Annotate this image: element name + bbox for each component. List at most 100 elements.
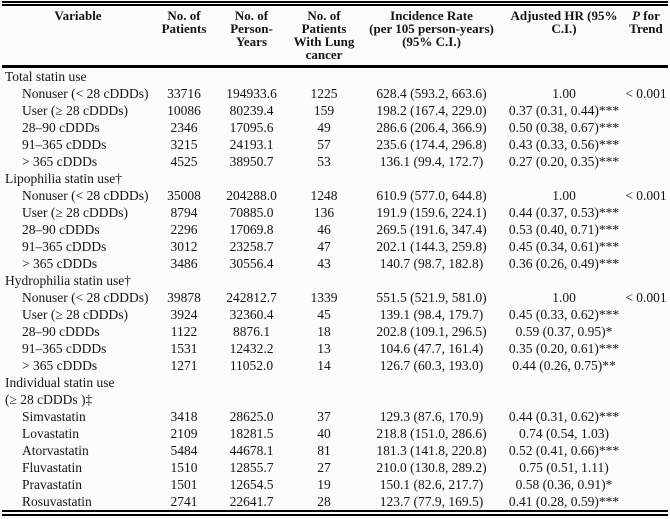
column-header-p-trend: P for Trend [624,3,668,68]
table-row: 28–90 cDDDs 2346 17095.6 49 286.6 (206.4, 36… [2,119,668,136]
column-header-line: Variable [54,8,102,23]
cell-patients: 1122 [170,324,198,339]
cell-variable: > 365 cDDDs [22,358,98,373]
cell-p-trend [624,340,668,357]
cell-lung-cancer: 45 [317,307,331,322]
cell-patients: 33716 [167,86,201,101]
cell-variable: Nonuser (< 28 cDDDs) [22,290,149,305]
column-header-lung-cancer: No. of Patients With Lung cancer [289,3,359,68]
header-row: Variable No. of Patients No. of Person- Years… [2,3,668,68]
cell-hr: 0.44 (0.31, 0.62)*** [508,409,620,424]
cell-variable: Nonuser (< 28 cDDDs) [22,188,149,203]
cell-patients: 3418 [170,409,198,424]
cell-variable: User (≥ 28 cDDDs) [22,205,129,220]
section-label-line: Total statin use [5,69,87,84]
cell-incidence: 202.8 (109.1, 296.5) [376,324,487,339]
cell-hr: 0.50 (0.38, 0.67)*** [508,120,620,135]
cell-lung-cancer: 14 [317,358,331,373]
cell-lung-cancer: 46 [317,222,331,237]
cell-lung-cancer: 18 [317,324,331,339]
column-header-line: No. of [234,8,269,23]
table-body: Total statin use Nonuser (< 28 cDDDs) 3371… [2,67,668,514]
cell-variable: > 365 cDDDs [22,154,98,169]
cell-person-years: 17069.8 [229,222,274,237]
table-row: Fluvastatin 1510 12855.7 27 210.0 (130.8, 28… [2,459,668,476]
table-row: > 365 cDDDs 4525 38950.7 53 136.1 (99.4, 172… [2,153,668,170]
cell-incidence: 628.4 (593.2, 663.6) [376,86,487,101]
cell-person-years: 12432.2 [229,341,274,356]
cell-incidence: 136.1 (99.4, 172.7) [379,154,484,169]
cell-person-years: 23258.7 [229,239,274,254]
cell-hr: 1.00 [552,86,576,101]
cell-patients: 35008 [167,188,201,203]
section-label: Total statin use [2,67,668,86]
cell-person-years: 28625.0 [229,409,274,424]
cell-patients: 2741 [170,494,198,509]
cell-lung-cancer: 37 [317,409,331,424]
column-header-line: No. of [307,8,341,23]
column-header-line: cancer [305,47,343,62]
cell-variable: 28–90 cDDDs [22,222,100,237]
cell-incidence: 104.6 (47.7, 161.4) [379,341,484,356]
table-row: 91–365 cDDDs 3012 23258.7 47 202.1 (144.3, 2… [2,238,668,255]
cell-incidence: 269.5 (191.6, 347.4) [376,222,487,237]
table-row: Lovastatin 2109 18281.5 40 218.8 (151.0, 286… [2,425,668,442]
table-row: Atorvastatin 5484 44678.1 81 181.3 (141.8, 2… [2,442,668,459]
cell-hr: 0.74 (0.54, 1.03) [519,426,609,441]
cell-hr: 0.59 (0.37, 0.95)* [515,324,613,339]
cell-patients: 1501 [170,477,198,492]
cell-p-trend [624,102,668,119]
column-header-patients: No. of Patients [154,3,214,68]
cell-patients: 1510 [170,460,198,475]
table-header: Variable No. of Patients No. of Person- Years… [2,3,668,68]
cell-variable: 28–90 cDDDs [22,324,100,339]
cell-lung-cancer: 43 [317,256,331,271]
cell-p-trend: < 0.001 [625,290,667,305]
cell-lung-cancer: 40 [317,426,331,441]
cell-lung-cancer: 1339 [310,290,338,305]
cell-variable: Lovastatin [22,426,79,441]
cell-hr: 0.36 (0.26, 0.49)*** [508,256,620,271]
cell-patients: 2346 [170,120,198,135]
cell-person-years: 38950.7 [229,154,274,169]
cell-person-years: 8876.1 [232,324,271,339]
cell-incidence: 551.5 (521.9, 581.0) [376,290,487,305]
cell-p-trend [624,255,668,272]
cell-incidence: 235.6 (174.4, 296.8) [376,137,487,152]
section-header-row: Hydrophilia statin use† [2,272,668,289]
cell-person-years: 30556.4 [229,256,274,271]
cell-person-years: 17095.6 [229,120,274,135]
cell-person-years: 32360.4 [229,307,274,322]
table-row: 91–365 cDDDs 3215 24193.1 57 235.6 (174.4, 2… [2,136,668,153]
cell-lung-cancer: 159 [313,103,335,118]
cell-variable: Pravastatin [22,477,82,492]
cell-incidence: 181.3 (141.8, 220.8) [376,443,487,458]
cell-person-years: 80239.4 [229,103,274,118]
cell-p-trend [624,459,668,476]
cell-lung-cancer: 49 [317,120,331,135]
cell-incidence: 610.9 (577.0, 644.8) [376,188,487,203]
cell-patients: 4525 [170,154,198,169]
cell-patients: 2296 [170,222,198,237]
cell-incidence: 139.1 (98.4, 179.7) [379,307,484,322]
cell-variable: Atorvastatin [22,443,89,458]
table-row: User (≥ 28 cDDDs) 8794 70885.0 136 191.9 (15… [2,204,668,221]
section-label-line: Hydrophilia statin use† [5,273,131,288]
column-header-hr: Adjusted HR (95% C.I.) [504,3,624,68]
column-header-line: (per 105 person-years) [369,21,494,36]
column-header-line: Person- [230,21,273,36]
cell-person-years: 194933.6 [226,86,277,101]
table-row: User (≥ 28 cDDDs) 10086 80239.4 159 198.2 (1… [2,102,668,119]
table-row: Rosuvastatin 2741 22641.7 28 123.7 (77.9, 16… [2,493,668,513]
table-row: Nonuser (< 28 cDDDs) 35008 204288.0 1248 610… [2,187,668,204]
cell-variable: Fluvastatin [22,460,82,475]
column-header-line: C.I.) [551,21,577,36]
cell-variable: Rosuvastatin [22,494,92,509]
section-label-line: Individual statin use [5,375,115,390]
cell-person-years: 24193.1 [229,137,274,152]
cell-person-years: 22641.7 [229,494,274,509]
cell-p-trend [624,323,668,340]
cell-incidence: 202.1 (144.3, 259.8) [376,239,487,254]
cell-lung-cancer: 136 [313,205,335,220]
